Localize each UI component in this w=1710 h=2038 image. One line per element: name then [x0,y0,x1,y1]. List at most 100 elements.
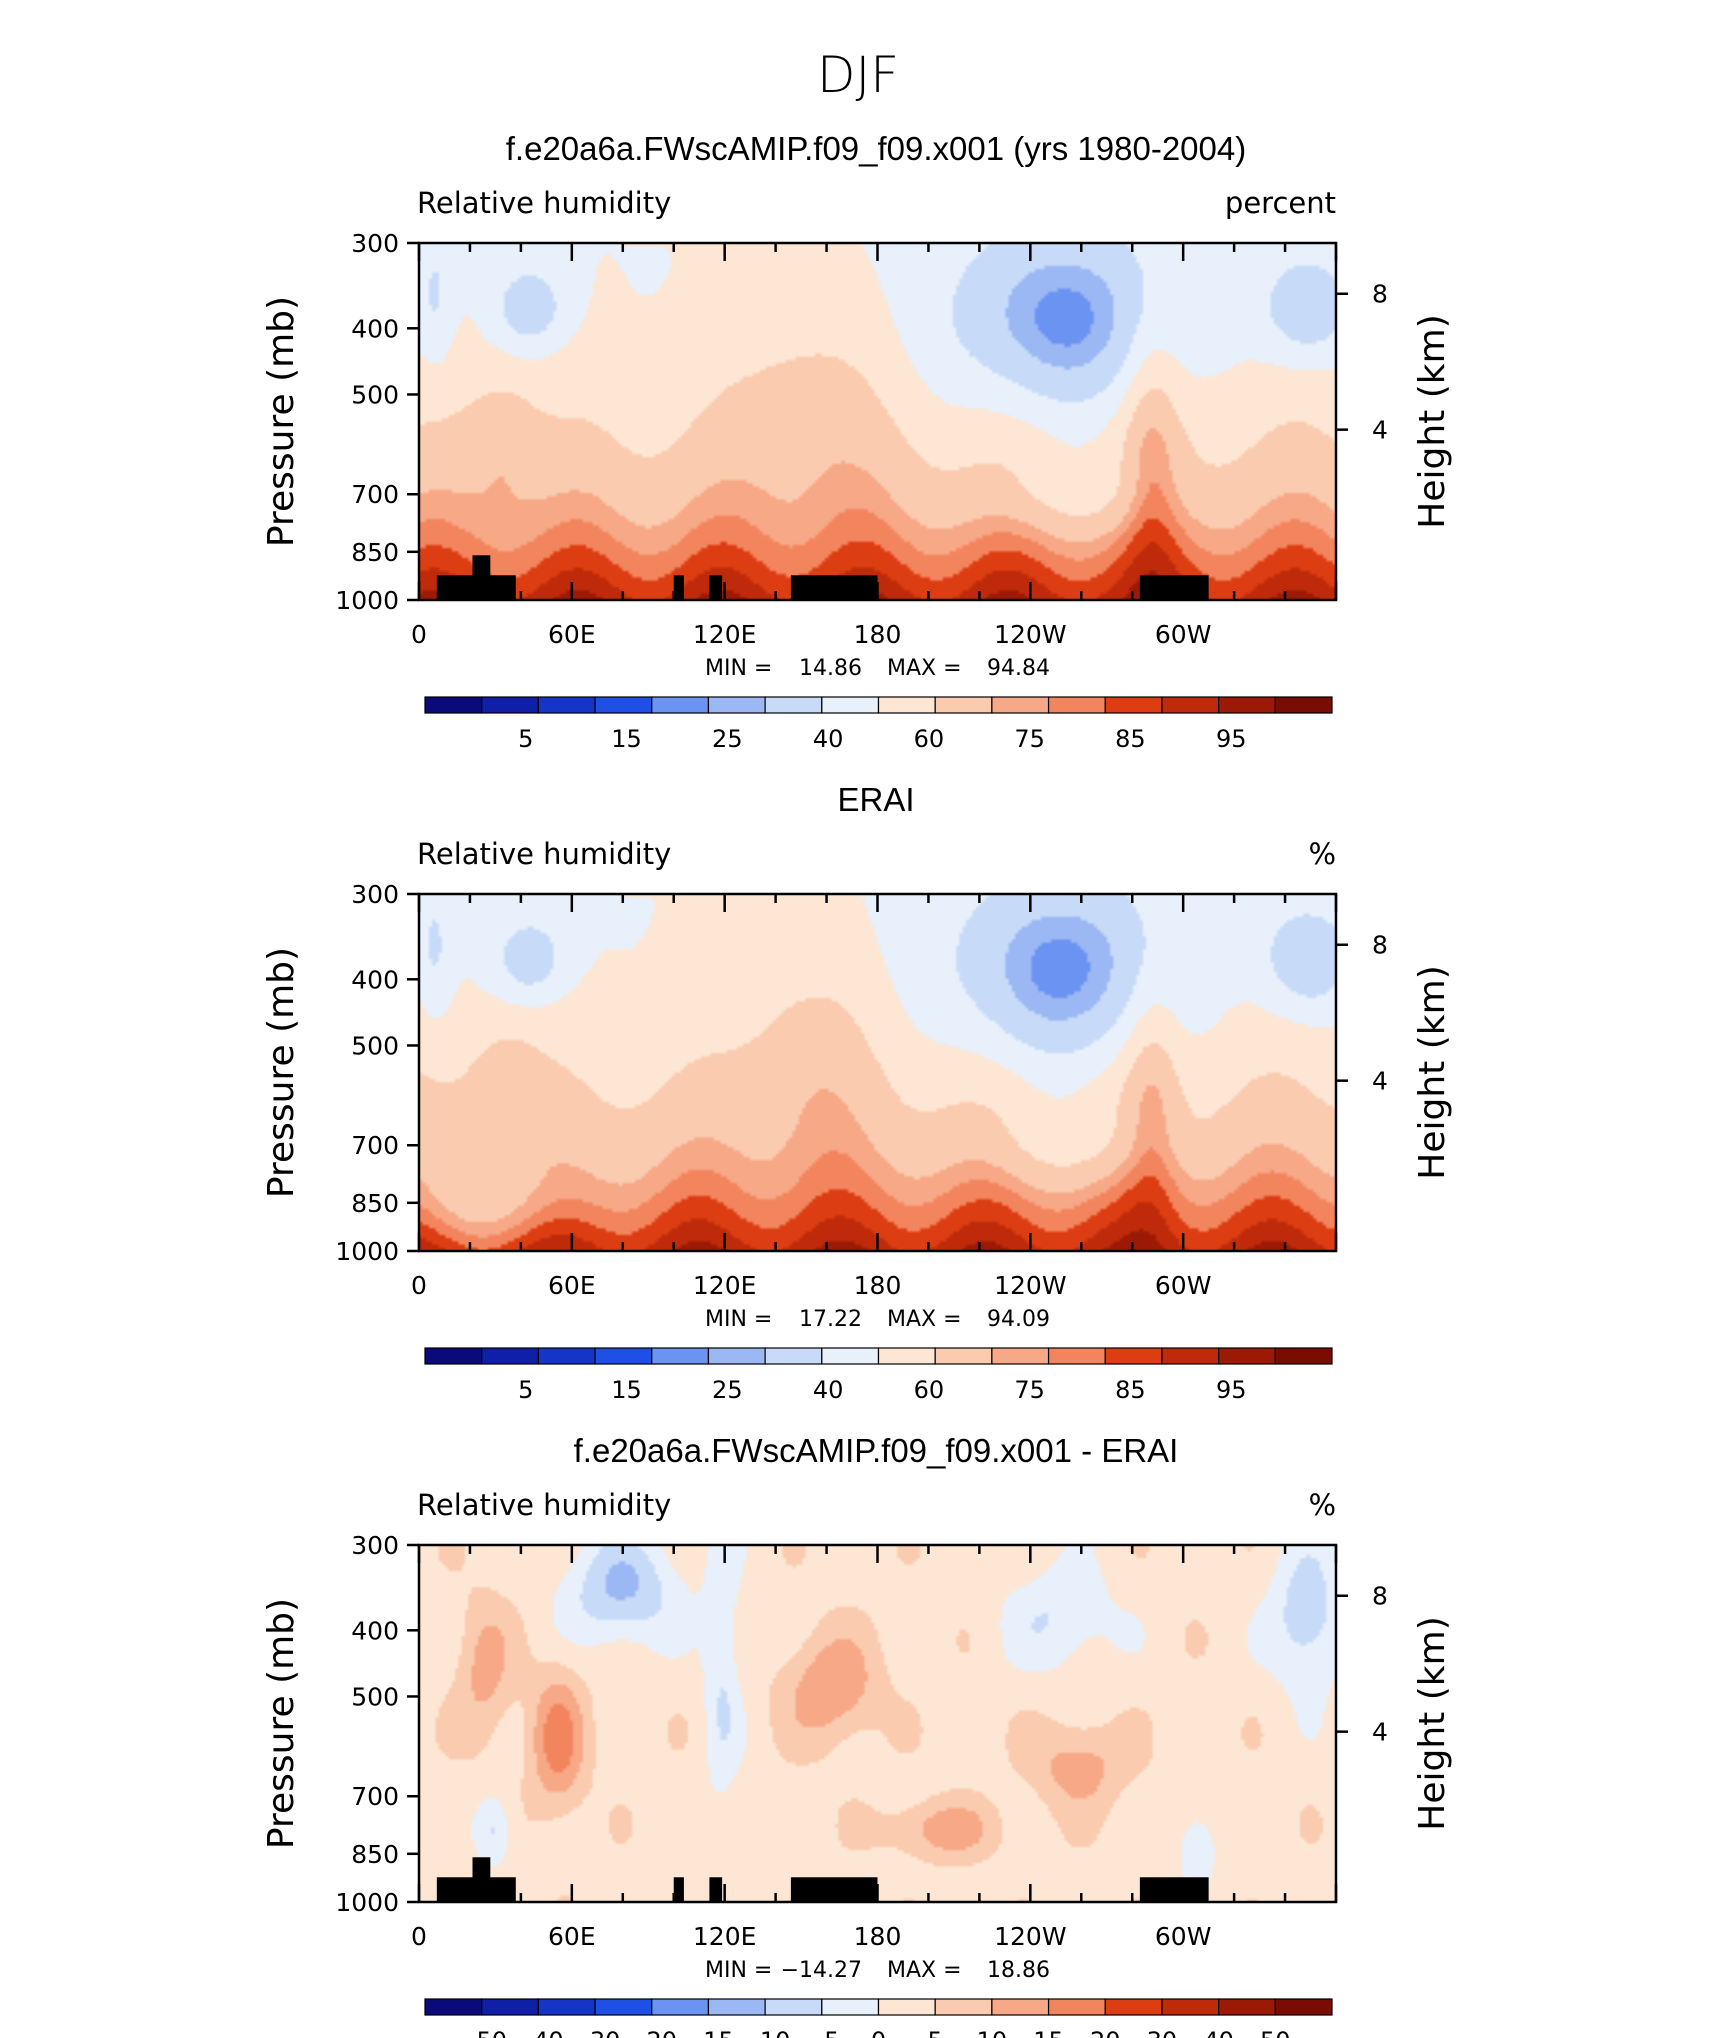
colorbar-label: 85 [1115,725,1146,753]
colorbar-bin [1274,696,1333,714]
colorbar-label: 5 [518,725,533,753]
pressure-tick-label: 1000 [335,586,399,615]
colorbar-bin [1047,696,1106,714]
contour-field [419,894,1336,1251]
colorbar-label: 75 [1014,725,1045,753]
colorbar-bin [1218,1347,1276,1365]
colorbar-bin [1218,1998,1276,2016]
colorbar-label: 40 [813,1376,844,1404]
pressure-tick-label: 700 [351,1131,399,1160]
pressure-tick-label: 1000 [335,1888,399,1917]
colorbar-label: 75 [1014,1376,1045,1404]
height-tick-label: 4 [1372,416,1388,445]
colorbar-bin [707,696,766,714]
colorbar-bin [877,1347,936,1365]
ylabel-left: Pressure (mb) [261,1598,302,1849]
lon-tick-label: 120E [693,620,757,649]
colorbar-bin [1218,696,1276,714]
colorbar-bin [651,696,710,714]
min-label: MIN = [705,656,772,681]
colorbar-bin [1161,696,1220,714]
colorbar-label: 95 [1216,725,1247,753]
ylabel-right: Height (km) [1412,314,1453,528]
contour-field [419,243,1336,600]
colorbar-bin [877,696,936,714]
colorbar-bin [821,1347,880,1365]
colorbar-bin [821,1998,880,2016]
pressure-tick-label: 400 [351,965,399,994]
lon-tick-label: 120W [994,1271,1066,1300]
colorbar-label: 5 [518,1376,533,1404]
max-value: 94.84 [987,656,1050,681]
ylabel-right: Height (km) [1412,1616,1453,1830]
terrain-mask [472,555,491,600]
terrain-mask [1139,575,1209,600]
pressure-tick-label: 400 [351,1616,399,1645]
terrain-mask [673,575,684,600]
panel-title: f.e20a6a.FWscAMIP.f09_f09.x001 - ERAI [574,1432,1179,1469]
min-label: MIN = [705,1307,772,1332]
terrain-mask [790,575,878,600]
max-label: MAX = [887,1958,962,1983]
max-label: MAX = [887,1307,962,1332]
colorbar-bin [1104,1347,1163,1365]
colorbar-label: 20 [1090,2027,1121,2038]
colorbar-label: 15 [611,725,642,753]
lon-tick-label: 60E [548,1271,596,1300]
colorbar-bin [1104,696,1163,714]
colorbar-bin [821,696,880,714]
colorbar-bin [707,1347,766,1365]
colorbar-label: 40 [813,725,844,753]
colorbar-bin [481,696,539,714]
pressure-tick-label: 500 [351,380,399,409]
colorbar-bin [594,696,653,714]
max-value: 94.09 [987,1307,1050,1332]
pressure-tick-label: 300 [351,880,399,909]
pressure-tick-label: 850 [351,538,399,567]
min-value: 17.22 [799,1307,862,1332]
colorbar-bin [1161,1998,1220,2016]
colorbar-bin [651,1347,710,1365]
colorbar-label: −5 [804,2027,839,2038]
units-label: % [1308,837,1336,871]
lon-tick-label: 60W [1155,1271,1212,1300]
lon-tick-label: 0 [411,1922,427,1951]
lon-tick-label: 60E [548,1922,596,1951]
ylabel-right: Height (km) [1412,965,1453,1179]
terrain-mask [709,575,723,600]
height-tick-label: 8 [1372,931,1388,960]
lon-tick-label: 120W [994,1922,1066,1951]
max-label: MAX = [887,656,962,681]
colorbar-bin [1047,1998,1106,2016]
pressure-tick-label: 500 [351,1031,399,1060]
colorbar-label: 50 [1260,2027,1291,2038]
colorbar-bin [481,1347,539,1365]
colorbar-bin [651,1998,710,2016]
colorbar-label: −20 [626,2027,677,2038]
colorbar-label: 0 [871,2027,886,2038]
ylabel-left: Pressure (mb) [261,296,302,547]
pressure-tick-label: 500 [351,1682,399,1711]
terrain-mask [709,1877,723,1902]
colorbar-bin [424,1998,483,2016]
variable-label: Relative humidity [417,837,671,871]
colorbar-bin [707,1998,766,2016]
terrain-mask [472,1857,491,1902]
lon-tick-label: 60W [1155,1922,1212,1951]
colorbar-label: 15 [1033,2027,1064,2038]
page-title: DJF [817,46,899,104]
pressure-tick-label: 300 [351,229,399,258]
colorbar-bin [764,1347,823,1365]
colorbar-bin [424,696,483,714]
height-tick-label: 4 [1372,1718,1388,1747]
min-value: 14.86 [799,656,862,681]
colorbar-bin [1274,1347,1333,1365]
colorbar-label: 60 [914,1376,945,1404]
terrain-mask [673,1877,684,1902]
colorbar-bin [537,1347,596,1365]
colorbar-label: 40 [1203,2027,1234,2038]
colorbar-label: 85 [1115,1376,1146,1404]
colorbar-label: −40 [513,2027,564,2038]
colorbar-bin [934,1998,993,2016]
